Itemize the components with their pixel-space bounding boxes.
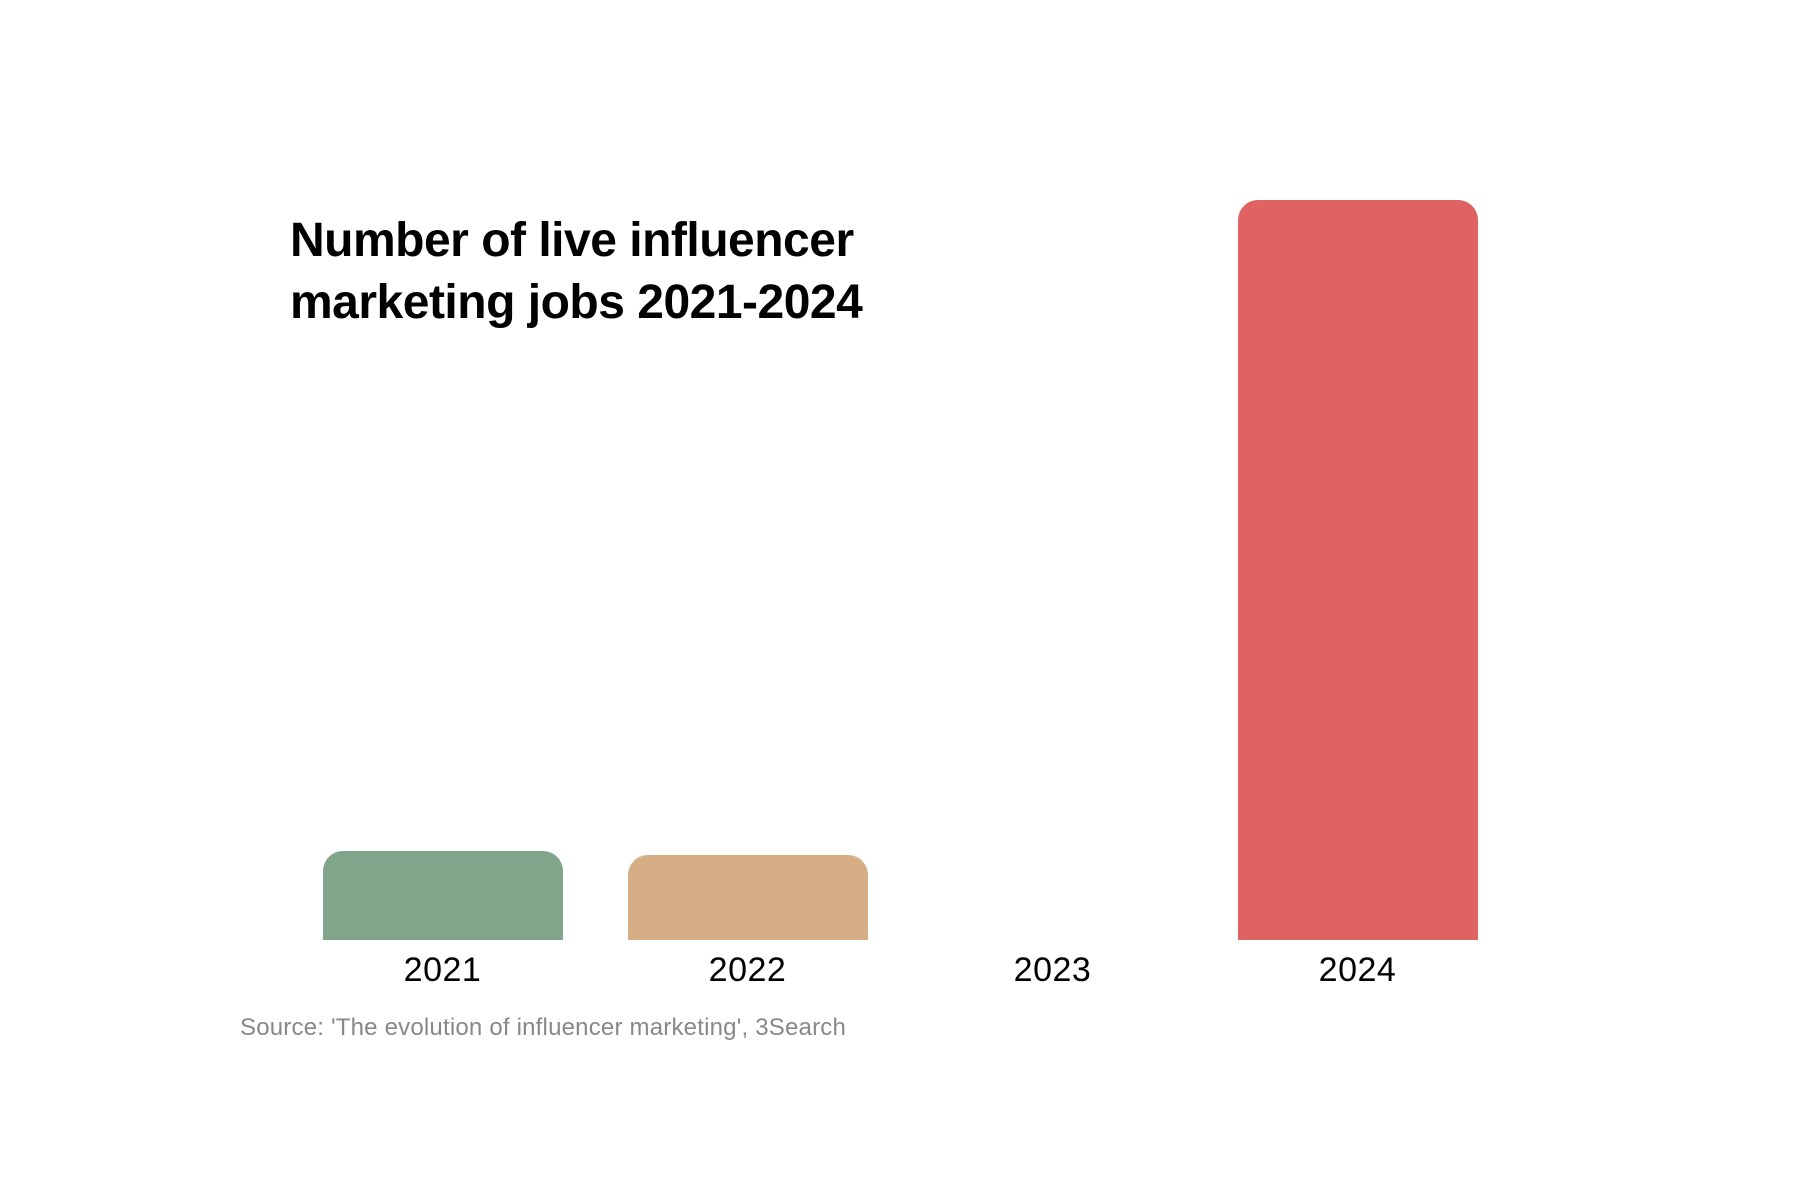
bar-column <box>595 200 900 940</box>
bar-column <box>290 200 595 940</box>
x-axis-labels: 2021 2022 2023 2024 <box>290 930 1510 990</box>
x-label-slot: 2021 <box>290 930 595 990</box>
bar-2024 <box>1238 200 1478 940</box>
x-label-2022: 2022 <box>709 950 787 990</box>
x-label-2024: 2024 <box>1319 950 1397 990</box>
bar-column <box>900 200 1205 940</box>
x-label-slot: 2023 <box>900 930 1205 990</box>
x-label-slot: 2024 <box>1205 930 1510 990</box>
bar-2022 <box>628 855 868 940</box>
chart-canvas: Number of live influencer marketing jobs… <box>210 140 1590 1060</box>
bar-2021 <box>323 851 563 940</box>
chart-plot-area <box>290 200 1510 940</box>
source-attribution: Source: 'The evolution of influencer mar… <box>240 1014 846 1042</box>
x-label-slot: 2022 <box>595 930 900 990</box>
x-label-2021: 2021 <box>404 950 482 990</box>
bar-column <box>1205 200 1510 940</box>
x-label-2023: 2023 <box>1014 950 1092 990</box>
